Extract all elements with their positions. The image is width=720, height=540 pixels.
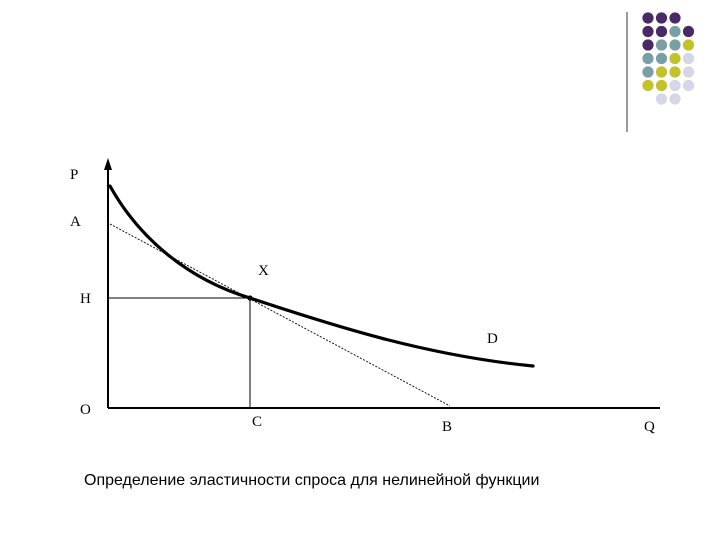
axes [104,158,660,409]
decor-dot [669,52,681,65]
decor-dot [669,12,681,24]
label-q: Q [644,419,655,435]
point-x-marker [247,295,253,301]
decor-dot-grid [642,12,695,105]
decor-dot [642,79,654,92]
label-p: P [70,167,78,183]
label-o: O [80,402,91,418]
decor-dot [655,12,668,24]
decor-dot [642,66,654,78]
decor-dot [669,39,681,51]
decor-dot [642,52,654,65]
label-a: A [70,214,81,230]
decor-dot [642,12,654,24]
decor-dot [655,93,668,105]
decor-dot [642,25,654,38]
decor-dot [655,52,668,65]
decor-dot [682,52,695,65]
decor-dot [669,66,681,78]
decor-dot [655,25,668,38]
label-h: H [80,291,91,307]
label-c: C [252,414,262,430]
decor-dot [655,79,668,92]
decor-dot [682,25,695,38]
decor-dot [655,39,668,51]
label-d: D [487,331,498,347]
label-b: B [442,419,452,435]
decor-dot [669,93,681,105]
caption: Определение эластичности спроса для нели… [84,472,539,489]
decor-dot [642,39,654,51]
decor-dot [669,79,681,92]
decor-dot [669,25,681,38]
demand-curve [108,184,535,368]
tangent-line [109,223,451,407]
decor-dot [682,79,695,92]
decor-dot [682,39,695,51]
decor-dot [655,66,668,78]
label-x: X [258,263,269,279]
decor-dot [682,66,695,78]
price-axis-arrowhead [104,158,112,170]
